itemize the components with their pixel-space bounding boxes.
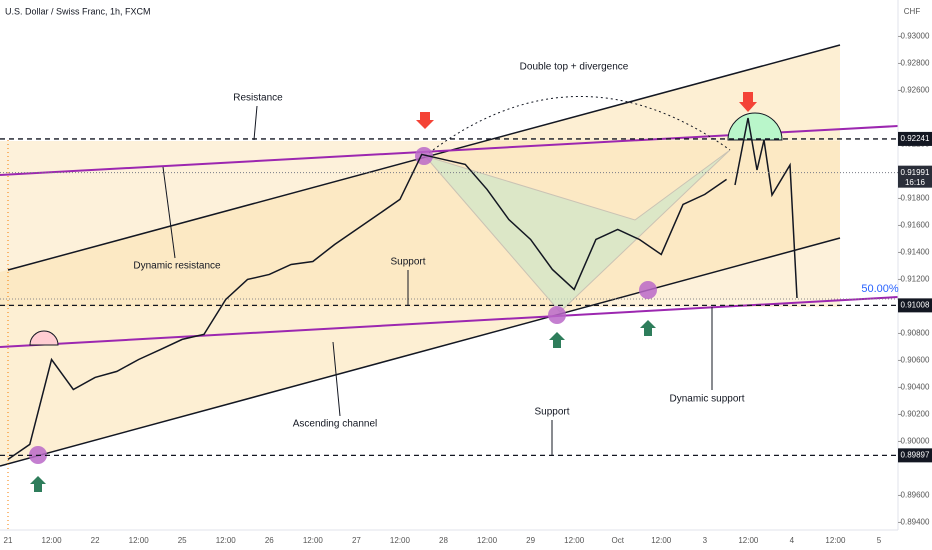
left-semicircle <box>29 330 59 346</box>
up-arrow <box>549 332 565 348</box>
currency: CHF <box>904 7 921 16</box>
x-tick-label: 5 <box>877 536 882 545</box>
y-tick-label: 0.90400 <box>901 383 930 392</box>
x-tick-label: 22 <box>91 536 100 545</box>
price-line <box>7 153 728 461</box>
up-arrow <box>640 320 656 336</box>
x-tick-label: 12:00 <box>129 536 150 545</box>
y-tick-label: 0.89400 <box>901 518 930 527</box>
up-arrow <box>30 476 46 492</box>
y-tick-label: 0.91400 <box>901 248 930 257</box>
x-tick-label: 12:00 <box>216 536 237 545</box>
x-tick-label: 12:00 <box>390 536 411 545</box>
x-tick-label: 12:00 <box>564 536 585 545</box>
x-tick-label: 12:00 <box>42 536 63 545</box>
y-tick-label: 0.92600 <box>901 86 930 95</box>
x-tick-label: 12:00 <box>651 536 672 545</box>
level-label: 0.91008 <box>901 300 930 309</box>
channel-lower <box>0 237 841 467</box>
y-tick-label: 0.90800 <box>901 329 930 338</box>
annotation: Support <box>390 257 425 268</box>
top-semicircle <box>727 112 783 141</box>
range-fill <box>0 141 840 307</box>
pointer <box>253 105 258 141</box>
y-tick-label: 0.90200 <box>901 410 930 419</box>
x-tick-label: 12:00 <box>477 536 498 545</box>
harmonic-pattern <box>423 149 731 313</box>
y-tick-label: 0.89600 <box>901 491 930 500</box>
x-tick-label: 4 <box>790 536 795 545</box>
x-tick-label: 26 <box>265 536 274 545</box>
x-tick-label: 28 <box>439 536 448 545</box>
fib-label: 50.00% <box>861 283 899 295</box>
pointer <box>162 166 176 259</box>
down-arrow <box>416 112 434 129</box>
x-tick-label: 12:00 <box>738 536 759 545</box>
x-tick-label: 29 <box>526 536 535 545</box>
annotation: Support <box>534 407 569 418</box>
y-tick-label: 0.91600 <box>901 221 930 230</box>
annotation: Double top + divergence <box>520 62 629 73</box>
y-tick-label: 0.91800 <box>901 194 930 203</box>
y-tick-label: 0.91200 <box>901 275 930 284</box>
pivot-circle <box>548 306 566 324</box>
y-tick-label: 0.90600 <box>901 356 930 365</box>
x-tick-label: 3 <box>703 536 708 545</box>
annotation: Ascending channel <box>293 419 378 430</box>
y-tick-label: 0.90000 <box>901 437 930 446</box>
level-label: 0.92241 <box>901 134 930 143</box>
pointer <box>332 341 341 417</box>
y-tick-label: 0.93000 <box>901 32 930 41</box>
level-box <box>898 298 932 313</box>
x-tick-label: 21 <box>4 536 13 545</box>
x-tick-label: 27 <box>352 536 361 545</box>
chart-title: U.S. Dollar / Swiss Franc, 1h, FXCM <box>5 6 151 16</box>
x-tick-label: Oct <box>611 536 624 545</box>
annotation: Resistance <box>233 93 283 104</box>
x-tick-label: 12:00 <box>303 536 324 545</box>
projection-path <box>734 117 798 299</box>
x-tick-label: 12:00 <box>825 536 846 545</box>
annotation: Dynamic support <box>669 394 744 405</box>
x-tick-label: 25 <box>178 536 187 545</box>
countdown: 16:16 <box>905 178 926 187</box>
double-top-arc <box>424 95 731 157</box>
y-tick-label: 0.92800 <box>901 59 930 68</box>
last-price-box <box>898 165 932 188</box>
down-arrow <box>739 92 757 112</box>
level-box <box>898 131 932 146</box>
last-price-label: 0.91991 <box>901 168 930 177</box>
pivot-circle <box>639 281 657 299</box>
level-box <box>898 448 932 463</box>
annotation: Dynamic resistance <box>133 261 221 272</box>
level-label: 0.89897 <box>901 450 930 459</box>
